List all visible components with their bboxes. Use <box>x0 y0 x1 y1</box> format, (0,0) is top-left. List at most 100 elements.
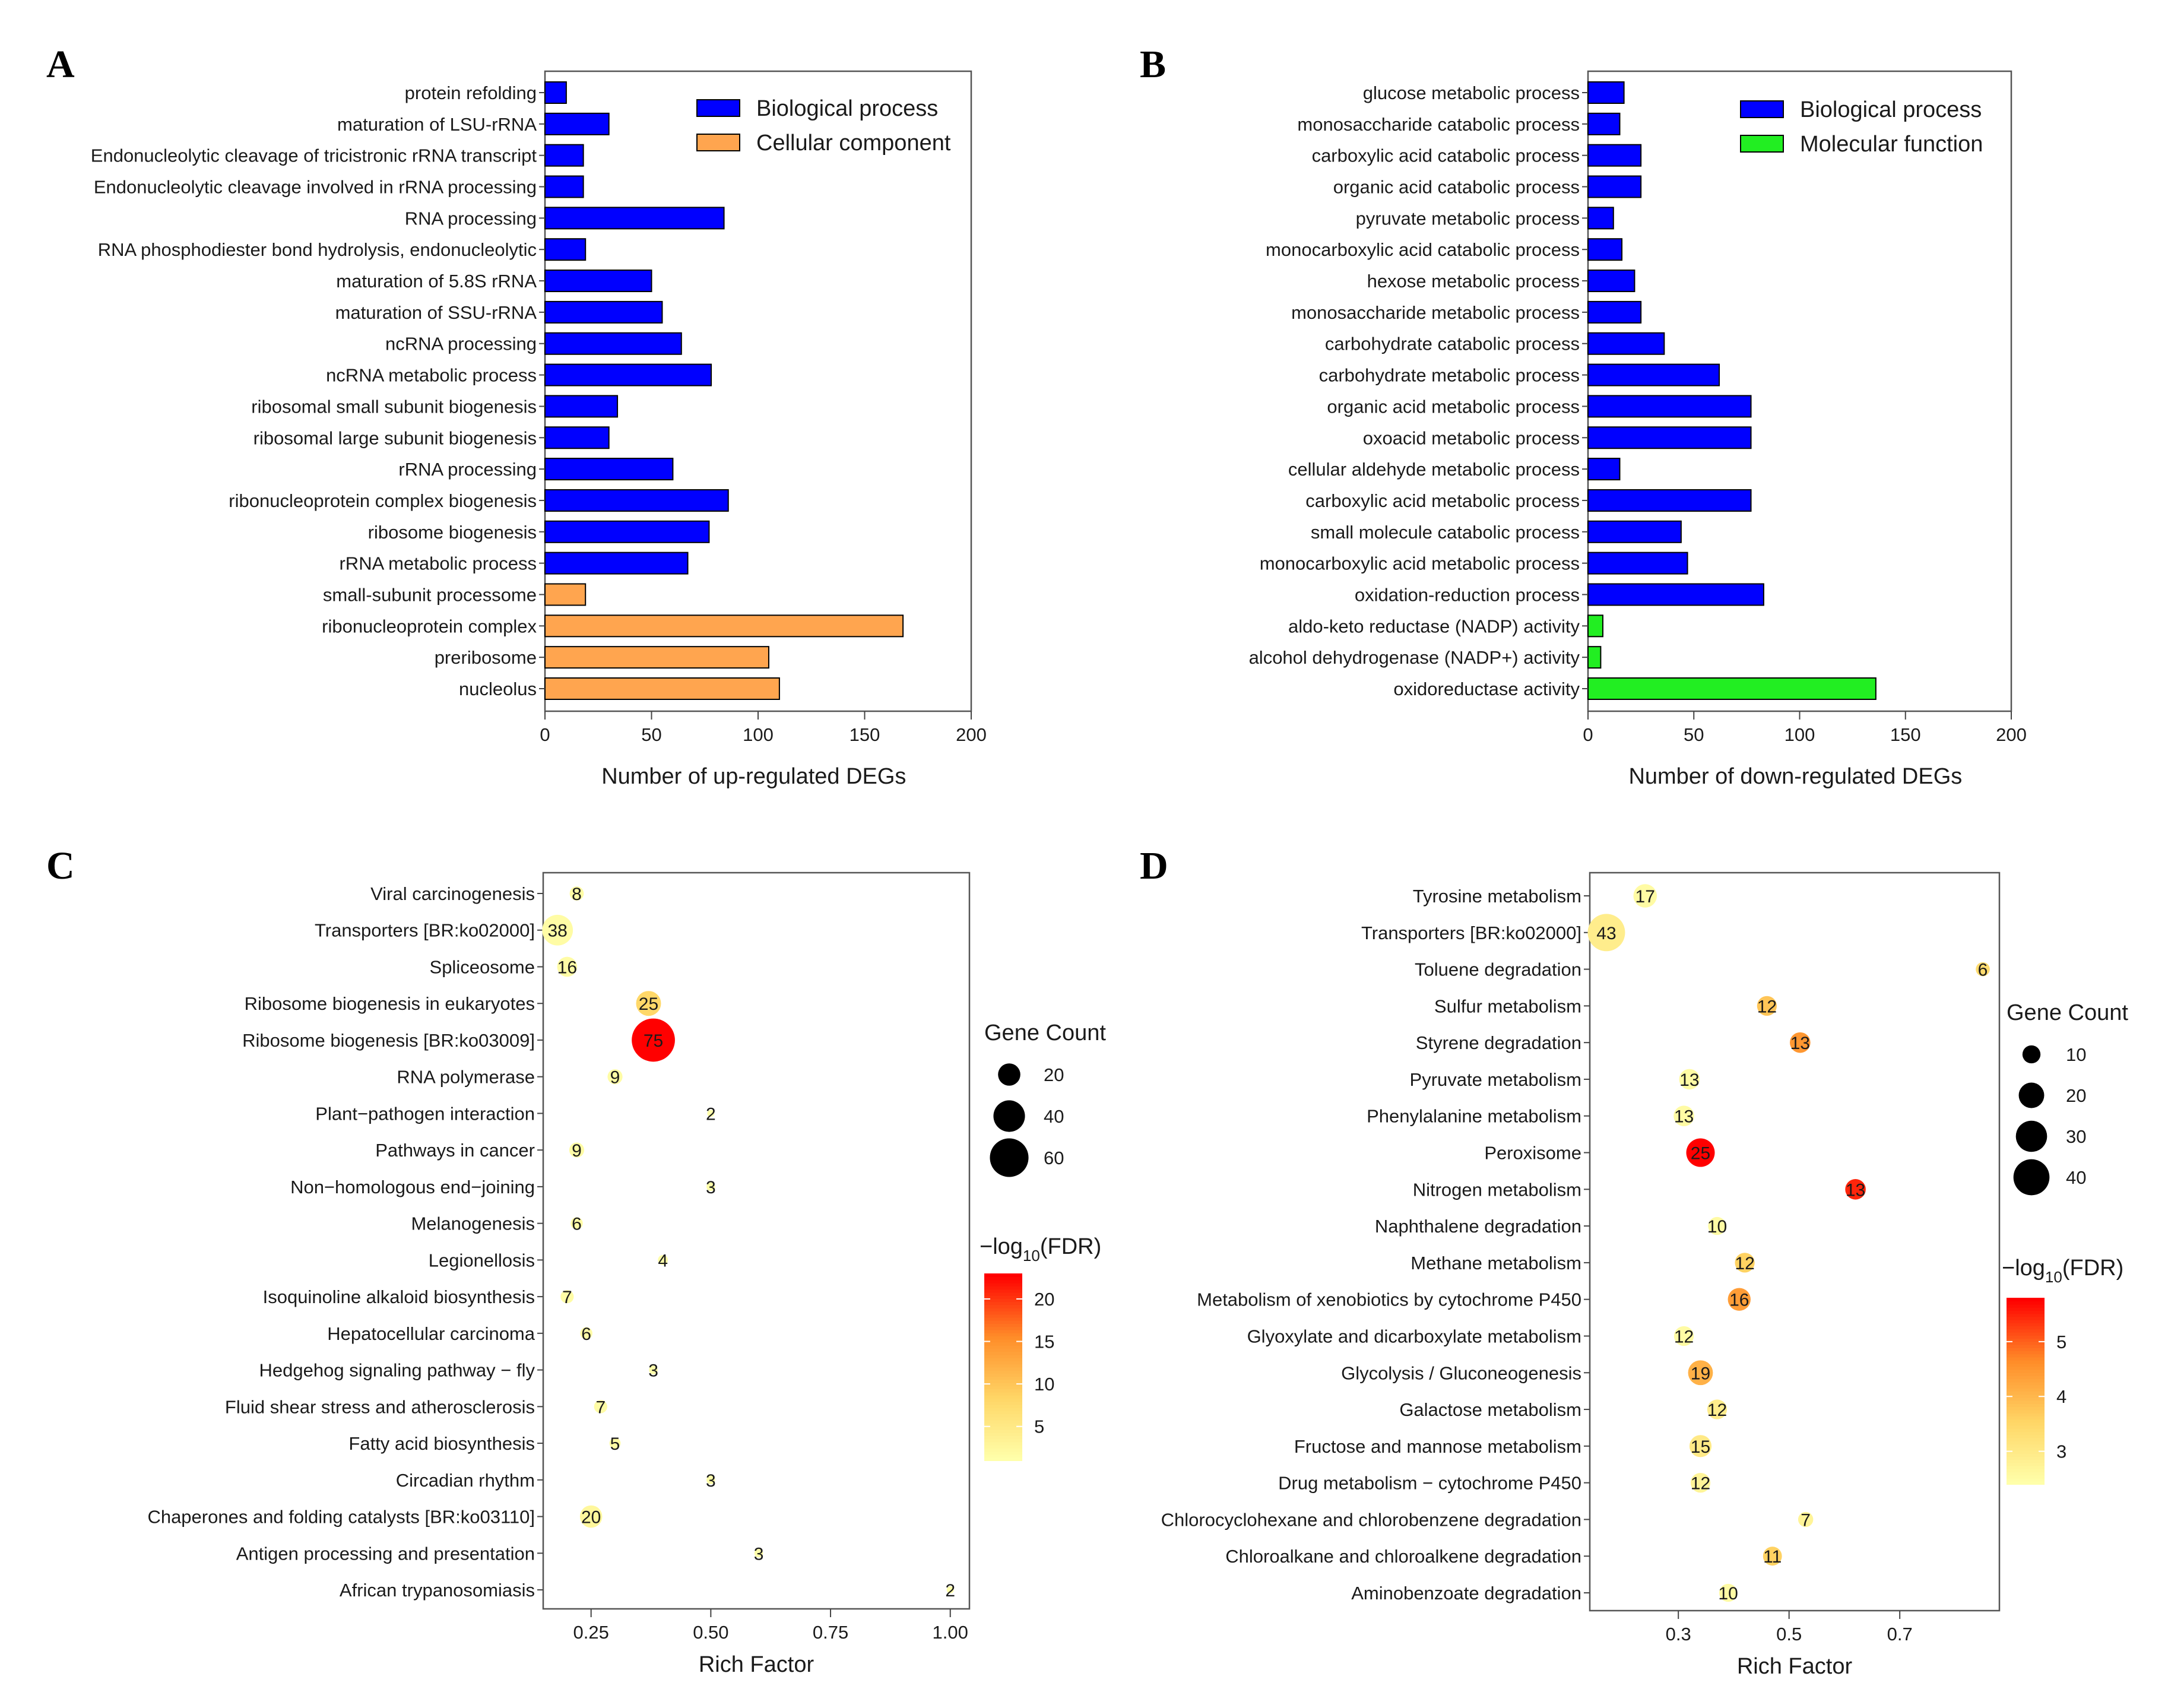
color-gradient-band <box>984 1370 1022 1374</box>
data-point <box>1757 996 1777 1016</box>
category-label: Glycolysis / Gluconeogenesis <box>1341 1362 1581 1383</box>
color-gradient-band <box>2007 1400 2045 1404</box>
bar <box>1587 583 1764 606</box>
category-label: maturation of 5.8S rRNA <box>336 271 537 291</box>
category-label: Ribosome biogenesis in eukaryotes <box>245 993 535 1014</box>
color-gradient-band <box>2007 1379 2045 1383</box>
bar <box>1587 363 1720 386</box>
category-label: Toluene degradation <box>1415 959 1581 980</box>
data-point <box>542 914 573 946</box>
bar <box>544 426 610 449</box>
bar <box>544 300 663 324</box>
size-legend-title: Gene Count <box>984 1021 1106 1045</box>
data-point <box>1763 1547 1782 1566</box>
color-gradient-band <box>984 1432 1022 1436</box>
bar <box>1587 646 1602 669</box>
bar <box>544 363 712 386</box>
data-point <box>658 1254 668 1265</box>
color-gradient-band <box>984 1392 1022 1396</box>
data-point <box>1688 1360 1713 1386</box>
color-gradient-band <box>2007 1335 2045 1339</box>
point-count-label: 13 <box>1674 1107 1694 1127</box>
color-gradient-band <box>984 1364 1022 1368</box>
bar <box>1587 395 1752 418</box>
size-legend-circle <box>2018 1082 2045 1108</box>
category-label: Styrene degradation <box>1416 1032 1581 1053</box>
color-gradient-band <box>2007 1362 2045 1367</box>
color-gradient-band <box>2007 1475 2045 1479</box>
point-count-label: 2 <box>945 1581 955 1601</box>
category-label: small-subunit processome <box>323 584 537 605</box>
category-label: Hepatocellular carcinoma <box>327 1323 535 1344</box>
color-legend-label: 10 <box>1034 1374 1054 1395</box>
bar <box>544 489 729 512</box>
color-gradient-band <box>984 1329 1022 1333</box>
data-point <box>632 1018 675 1062</box>
category-label: maturation of LSU-rRNA <box>337 114 537 135</box>
bar <box>544 458 674 481</box>
point-count-label: 12 <box>1757 997 1777 1016</box>
color-gradient-band <box>2007 1443 2045 1448</box>
x-tick-label: 150 <box>1890 724 1921 745</box>
color-gradient-band <box>984 1386 1022 1390</box>
color-gradient-band <box>984 1286 1022 1290</box>
x-tick-label: 0.3 <box>1666 1624 1691 1644</box>
category-label: rRNA processing <box>398 459 537 480</box>
color-gradient-band <box>2007 1459 2045 1463</box>
color-gradient-band <box>2007 1472 2045 1476</box>
size-legend-label: 30 <box>2066 1126 2086 1147</box>
data-point <box>570 1217 583 1229</box>
category-label: Chlorocyclohexane and chlorobenzene degr… <box>1161 1509 1581 1530</box>
color-gradient-band <box>2007 1431 2045 1436</box>
color-legend-label: 5 <box>2056 1332 2066 1352</box>
color-gradient-band <box>984 1317 1022 1321</box>
size-legend-circle <box>998 1063 1020 1086</box>
category-label: Spliceosome <box>430 956 535 977</box>
color-gradient-band <box>2007 1366 2045 1370</box>
data-point <box>1790 1032 1811 1053</box>
color-legend-label: 15 <box>1034 1332 1054 1352</box>
bar <box>544 270 652 293</box>
size-legend-label: 10 <box>2066 1044 2086 1065</box>
bar <box>1587 112 1621 135</box>
color-gradient-band <box>984 1282 1022 1286</box>
data-point <box>1976 962 1990 977</box>
category-label: ribonucleoprotein complex <box>322 616 537 636</box>
color-gradient-band <box>984 1345 1022 1349</box>
point-count-label: 10 <box>1707 1217 1727 1237</box>
color-gradient-band <box>2007 1412 2045 1417</box>
color-legend-label: 5 <box>1034 1417 1044 1437</box>
category-label: RNA processing <box>405 208 537 229</box>
point-count-label: 13 <box>1679 1070 1699 1090</box>
category-label: Transporters [BR:ko02000] <box>315 920 535 941</box>
bar <box>1587 332 1665 355</box>
category-label: Sulfur metabolism <box>1434 996 1581 1016</box>
color-gradient-band <box>984 1448 1022 1452</box>
category-label: Glyoxylate and dicarboxylate metabolism <box>1247 1326 1581 1346</box>
point-count-label: 25 <box>639 994 658 1014</box>
category-label: cellular aldehyde metabolic process <box>1288 459 1580 480</box>
category-label: ncRNA processing <box>385 334 537 354</box>
panel-letter-a: A <box>46 43 75 86</box>
category-label: monosaccharide metabolic process <box>1291 302 1580 323</box>
color-gradient-band <box>984 1351 1022 1355</box>
category-label: alcohol dehydrogenase (NADP+) activity <box>1249 647 1580 668</box>
color-gradient-band <box>2007 1341 2045 1345</box>
category-label: Viral carcinogenesis <box>370 883 535 904</box>
category-label: African trypanosomiasis <box>340 1580 535 1601</box>
color-gradient-band <box>2007 1307 2045 1311</box>
data-point <box>1707 1399 1728 1419</box>
x-tick-label: 50 <box>1684 724 1704 745</box>
category-label: ribosomal small subunit biogenesis <box>251 396 537 417</box>
color-gradient-band <box>2007 1313 2045 1317</box>
data-point <box>609 1437 621 1449</box>
color-gradient-band <box>2007 1310 2045 1314</box>
color-gradient-band <box>984 1389 1022 1393</box>
data-point <box>636 991 661 1016</box>
category-label: Naphthalene degradation <box>1375 1216 1581 1237</box>
color-legend-label: 20 <box>1034 1289 1054 1310</box>
color-gradient-band <box>2007 1332 2045 1336</box>
color-gradient-band <box>984 1342 1022 1346</box>
x-tick-label: 0.25 <box>573 1622 609 1643</box>
bar <box>544 144 584 167</box>
